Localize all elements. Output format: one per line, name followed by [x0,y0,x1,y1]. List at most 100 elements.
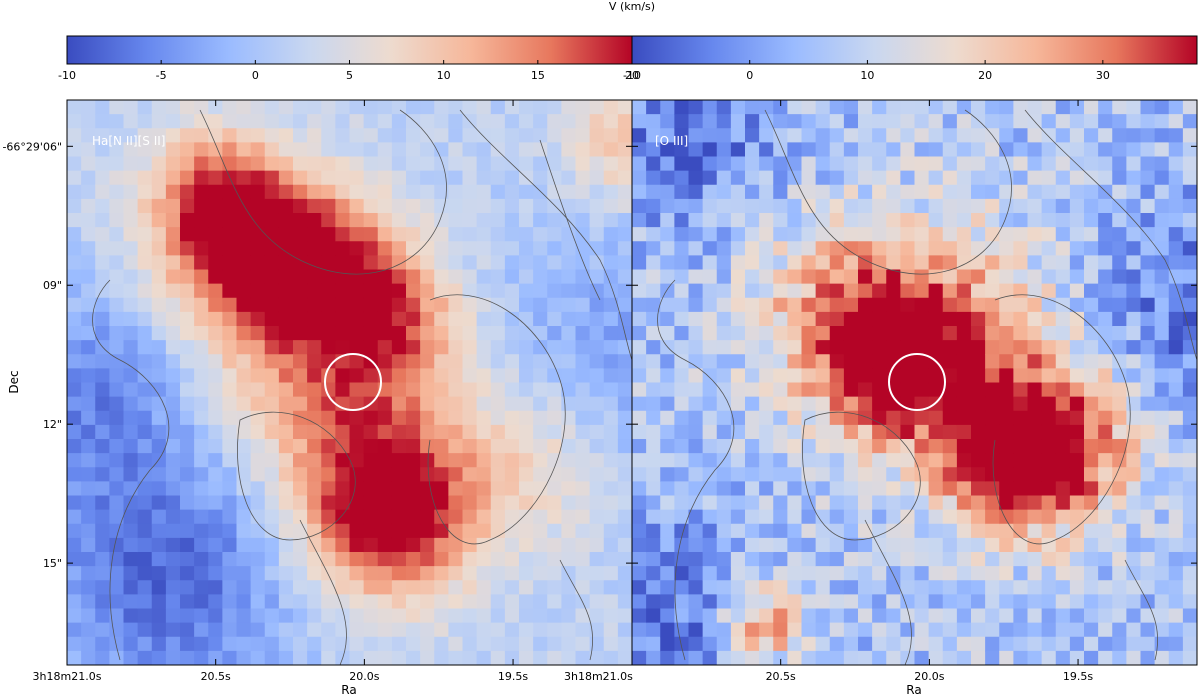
heatmap-cell [730,481,746,497]
heatmap-cell [490,453,506,468]
heatmap-cell [109,481,125,497]
heatmap-cell [900,170,916,186]
heatmap-cell [278,283,294,299]
heatmap-cell [137,128,153,143]
heatmap-cell [462,594,478,610]
heatmap-cell [151,269,167,285]
heatmap-cell [165,227,181,242]
heatmap-cell [759,142,774,158]
heatmap-cell [391,453,407,468]
heatmap-cell [462,453,478,468]
heatmap-cell [547,100,562,115]
heatmap-cell [349,509,365,525]
heatmap-cell [886,354,901,369]
heatmap-cell [448,170,464,186]
heatmap-cell [109,128,125,143]
heatmap-cell [137,311,153,327]
heatmap-cell [815,142,831,158]
heatmap-cell [519,354,534,369]
heatmap-cell [716,184,732,200]
heatmap-cell [928,608,944,624]
heatmap-cell [123,608,139,624]
heatmap-cell [420,481,435,497]
heatmap-cell [942,326,958,341]
heatmap-cell [321,326,336,341]
heatmap-cell [1055,495,1071,511]
heatmap-cell [716,213,732,228]
heatmap-cell [476,453,492,468]
heatmap-cell [688,608,704,624]
heatmap-cell [293,382,308,398]
heatmap-cell [349,453,365,468]
heatmap-cell [829,340,845,355]
heatmap-cell [561,326,577,341]
heatmap-cell [180,100,195,115]
heatmap-cell [872,255,887,271]
heatmap-cell [716,439,732,454]
heatmap-cell [180,297,195,313]
heatmap-cell [349,100,365,115]
heatmap-cell [95,255,110,271]
heatmap-cell [575,255,591,271]
heatmap-cell [759,495,774,511]
heatmap-cell [942,523,958,539]
heatmap-cell [434,227,449,242]
heatmap-cell [1055,241,1071,256]
heatmap-cell [999,269,1014,285]
heatmap-cell [462,467,478,482]
heatmap-cell [1182,184,1197,200]
heatmap-cell [236,114,252,129]
heatmap-cell [561,410,577,426]
heatmap-cell [801,283,817,299]
heatmap-cell [829,198,845,214]
heatmap-cell [406,537,421,553]
contour-line [559,559,594,661]
heatmap-cell [123,227,139,242]
heatmap-cell [872,227,887,242]
heatmap-cell [406,354,421,369]
heatmap-cell [194,326,209,341]
heatmap-cell [589,537,605,553]
heatmap-cell [1154,566,1170,581]
heatmap-cell [363,481,379,497]
heatmap-cell [490,552,506,567]
heatmap-cell [872,566,887,581]
heatmap-cell [1013,396,1029,412]
heatmap-cell [971,467,986,482]
heatmap-cell [985,340,1000,355]
heatmap-cell [589,481,605,497]
heatmap-cell [773,594,788,610]
heatmap-cell [688,495,704,511]
heatmap-cell [151,650,167,665]
heatmap-cell [886,467,901,482]
heatmap-cell [180,453,195,468]
heatmap-cell [349,439,365,454]
heatmap-cell [688,410,704,426]
heatmap-cell [490,283,506,299]
heatmap-cell [829,622,845,638]
heatmap-cell [1084,552,1099,567]
heatmap-cell [377,340,393,355]
heatmap-cell [660,255,675,271]
heatmap-cell [293,650,308,665]
heatmap-cell [123,354,139,369]
heatmap-cell [307,523,322,539]
heatmap-cell [1168,396,1184,412]
heatmap-cell [956,368,972,384]
heatmap-cell [377,156,393,172]
heatmap-cell [1041,537,1057,553]
heatmap-cell [448,198,464,214]
heatmap-cell [843,382,859,398]
heatmap-cell [660,283,675,299]
heatmap-cell [434,509,449,525]
heatmap-cell [490,566,506,581]
heatmap-cell [165,368,181,384]
heatmap-cell [165,467,181,482]
heatmap-cell [1182,213,1197,228]
heatmap-cell [745,311,760,327]
heatmap-cell [914,453,930,468]
heatmap-cell [872,594,887,610]
heatmap-cell [660,566,675,581]
heatmap-cell [956,439,972,454]
heatmap-cell [956,467,972,482]
